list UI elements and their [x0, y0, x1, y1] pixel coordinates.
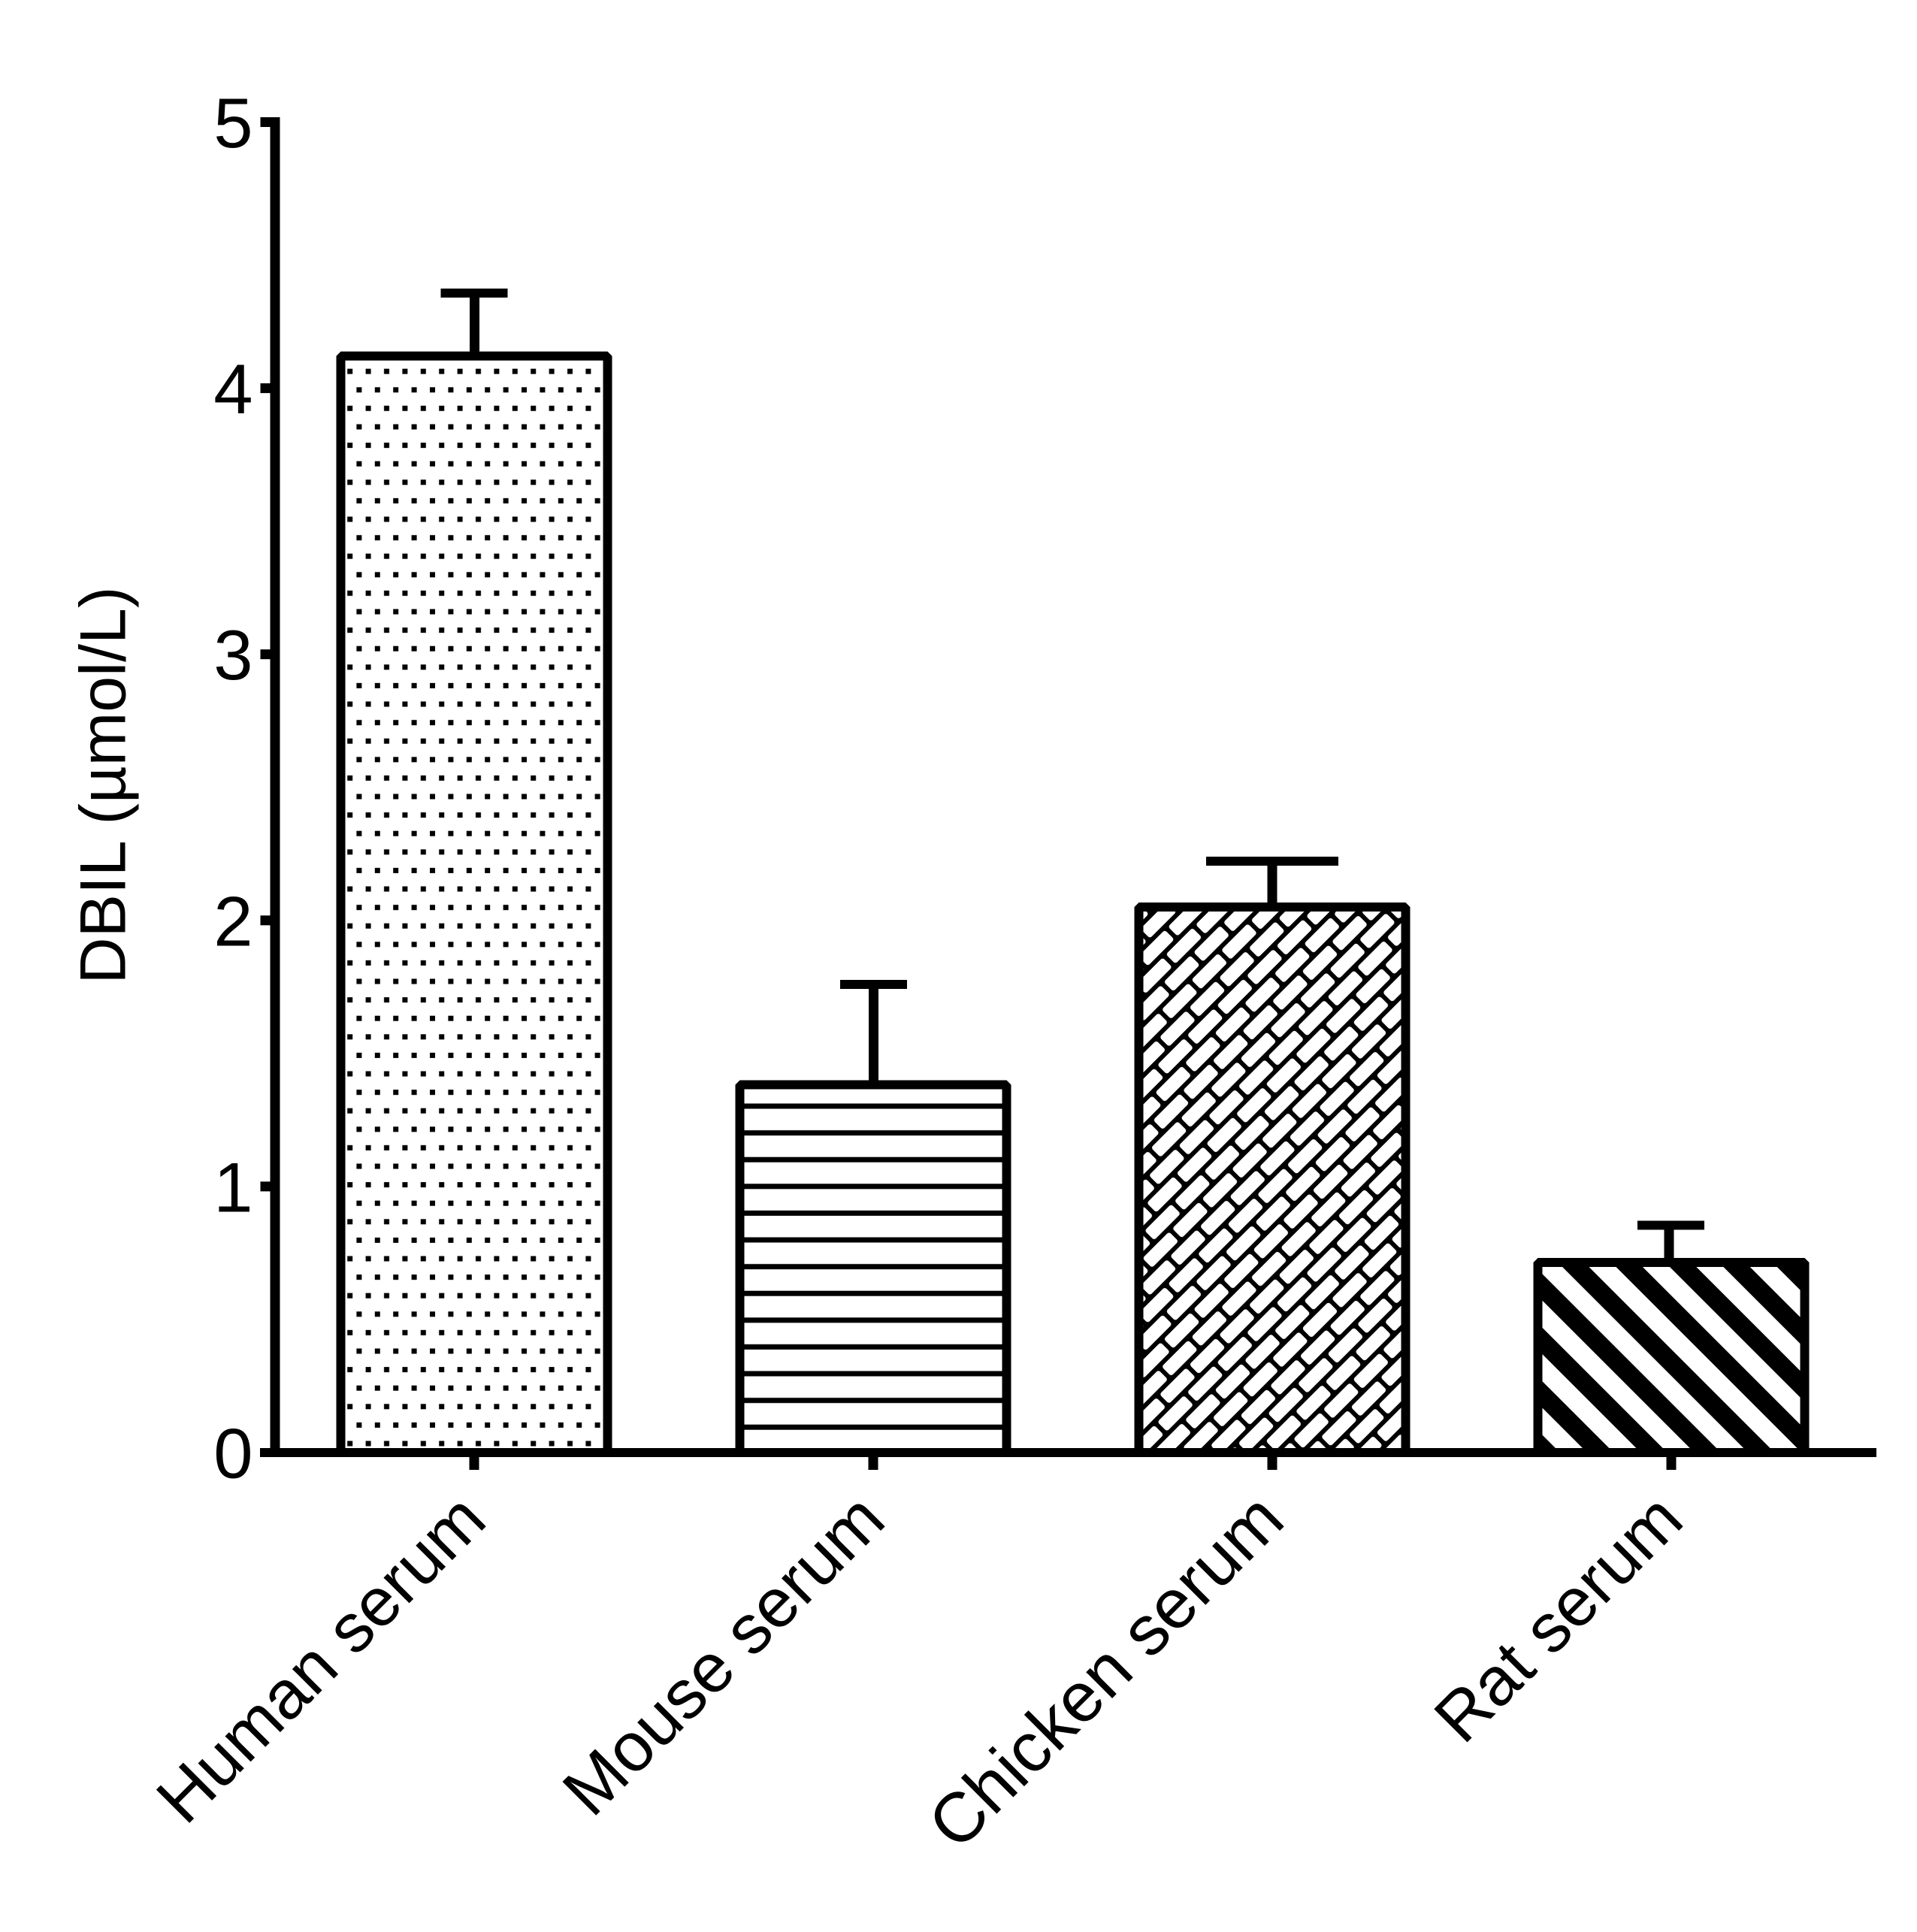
- svg-text:1: 1: [213, 1147, 252, 1226]
- svg-text:5: 5: [213, 83, 252, 162]
- svg-text:0: 0: [213, 1414, 252, 1493]
- svg-text:DBIL (µmol/L): DBIL (µmol/L): [68, 586, 140, 984]
- svg-text:4: 4: [213, 349, 252, 428]
- svg-text:2: 2: [213, 881, 252, 960]
- svg-text:3: 3: [213, 615, 252, 694]
